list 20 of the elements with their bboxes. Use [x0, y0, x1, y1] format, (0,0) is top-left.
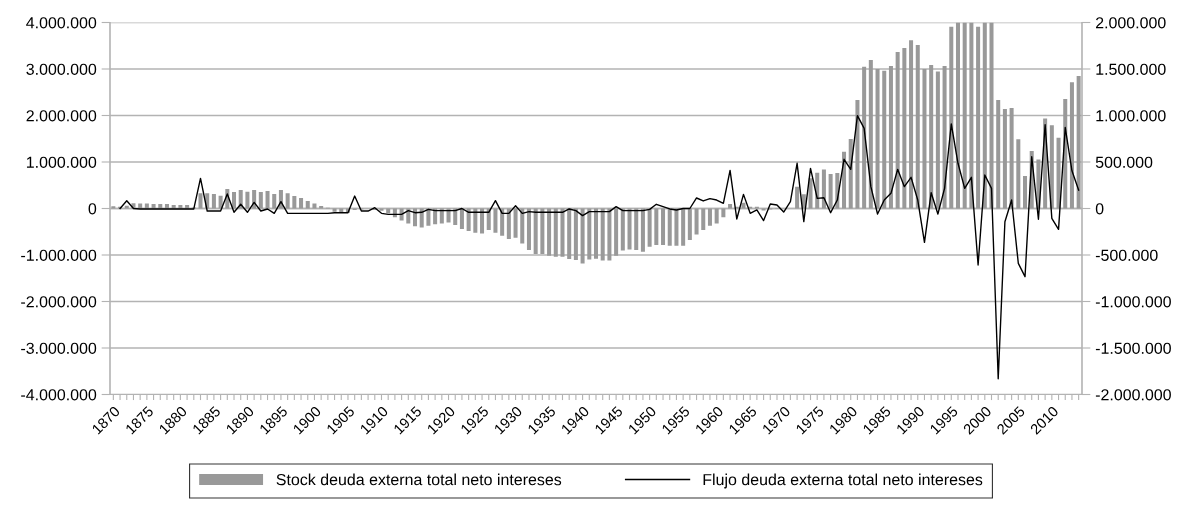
y-tick-label: -2.000.000 [21, 296, 97, 308]
y2-tick-label: 500.000 [1095, 156, 1153, 168]
legend-label: Flujo deuda externa total neto intereses [703, 473, 983, 489]
y-tick-label: 0 [88, 203, 97, 215]
y2-tick-label: -1.000.000 [1095, 296, 1171, 308]
y-tick-label: -1.000.000 [21, 249, 97, 261]
y-tick-label: -3.000.000 [21, 342, 97, 354]
y2-tick-label: 1.000.000 [1096, 110, 1166, 122]
y-tick-label: 4.000.000 [26, 17, 97, 29]
y-tick-label: 2.000.000 [26, 110, 97, 122]
y2-tick-label: 2.000.000 [1096, 17, 1166, 29]
y-tick-label: 1.000.000 [26, 156, 97, 168]
y2-tick-label: 0 [1095, 203, 1104, 215]
y2-tick-label: -2.000.000 [1095, 389, 1171, 401]
legend-label: Stock deuda externa total neto intereses [276, 473, 562, 486]
y2-tick-label: 1.500.000 [1096, 63, 1166, 75]
y2-tick-label: -1.500.000 [1095, 342, 1171, 354]
y-tick-label: -4.000.000 [21, 389, 97, 401]
y-tick-label: 3.000.000 [26, 63, 97, 75]
y2-tick-label: -500.000 [1095, 249, 1158, 261]
